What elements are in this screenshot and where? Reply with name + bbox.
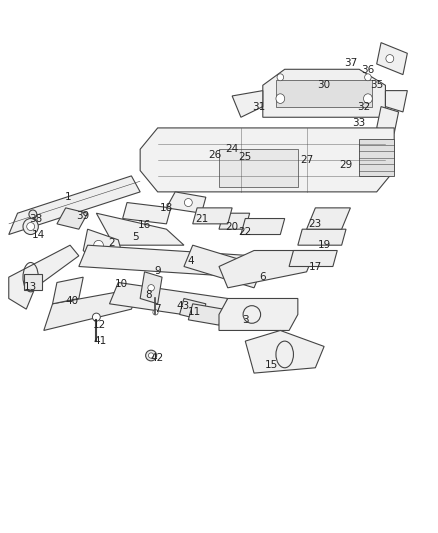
Ellipse shape: [148, 285, 154, 291]
Text: 22: 22: [239, 227, 252, 237]
Polygon shape: [9, 176, 140, 235]
Polygon shape: [263, 69, 385, 117]
Polygon shape: [110, 282, 228, 320]
Text: 21: 21: [195, 214, 208, 223]
Polygon shape: [180, 298, 206, 320]
Text: 10: 10: [115, 279, 128, 288]
Polygon shape: [166, 192, 206, 213]
Text: 1: 1: [64, 192, 71, 202]
Text: 41: 41: [93, 336, 106, 346]
Polygon shape: [193, 208, 232, 224]
Text: 16: 16: [138, 220, 151, 230]
Polygon shape: [53, 277, 83, 304]
Ellipse shape: [153, 310, 158, 315]
Ellipse shape: [148, 353, 154, 358]
Ellipse shape: [276, 94, 285, 103]
Polygon shape: [83, 229, 123, 266]
Text: 13: 13: [24, 282, 37, 292]
Polygon shape: [140, 128, 394, 192]
Ellipse shape: [364, 94, 372, 103]
Text: 36: 36: [361, 66, 374, 75]
Polygon shape: [232, 91, 263, 117]
Polygon shape: [245, 330, 324, 373]
Polygon shape: [140, 272, 162, 304]
Ellipse shape: [92, 313, 100, 321]
Polygon shape: [377, 107, 399, 133]
Ellipse shape: [29, 210, 37, 219]
Ellipse shape: [364, 74, 371, 80]
Text: 19: 19: [318, 240, 331, 250]
Polygon shape: [44, 288, 140, 330]
Text: 29: 29: [339, 160, 353, 170]
Text: 27: 27: [300, 155, 313, 165]
Text: 2: 2: [108, 238, 115, 247]
Text: 42: 42: [150, 353, 163, 363]
Polygon shape: [57, 208, 88, 229]
Polygon shape: [188, 304, 223, 325]
Text: 32: 32: [357, 102, 370, 111]
Text: 31: 31: [252, 102, 265, 111]
Text: 4: 4: [187, 256, 194, 266]
Text: 5: 5: [132, 232, 139, 242]
Polygon shape: [289, 251, 337, 266]
Text: 7: 7: [154, 304, 161, 314]
Text: 20: 20: [226, 222, 239, 231]
Text: 24: 24: [226, 144, 239, 154]
Text: 6: 6: [259, 272, 266, 282]
Text: 35: 35: [370, 80, 383, 90]
Ellipse shape: [94, 240, 103, 250]
Polygon shape: [219, 213, 250, 229]
Polygon shape: [219, 298, 298, 330]
Text: 14: 14: [32, 230, 45, 239]
Text: 30: 30: [318, 80, 331, 90]
Text: 12: 12: [93, 320, 106, 330]
Polygon shape: [307, 208, 350, 229]
Ellipse shape: [23, 219, 39, 235]
Text: 9: 9: [154, 266, 161, 276]
Text: 39: 39: [77, 212, 90, 221]
Ellipse shape: [184, 199, 192, 207]
Polygon shape: [377, 43, 407, 75]
Text: 33: 33: [353, 118, 366, 127]
Text: 23: 23: [309, 219, 322, 229]
Polygon shape: [385, 91, 407, 112]
Ellipse shape: [386, 55, 394, 63]
Polygon shape: [241, 219, 285, 235]
Text: 43: 43: [177, 302, 190, 311]
Polygon shape: [123, 203, 171, 224]
Polygon shape: [219, 251, 315, 288]
Text: 18: 18: [160, 203, 173, 213]
Text: 17: 17: [309, 262, 322, 271]
Ellipse shape: [277, 74, 284, 80]
Polygon shape: [276, 80, 372, 107]
Polygon shape: [184, 245, 263, 288]
Ellipse shape: [145, 350, 156, 361]
Polygon shape: [79, 245, 254, 277]
Text: 25: 25: [238, 152, 251, 162]
Text: 38: 38: [29, 214, 42, 223]
Text: 8: 8: [145, 290, 152, 300]
Polygon shape: [219, 149, 298, 187]
Text: 37: 37: [344, 58, 357, 68]
Ellipse shape: [27, 223, 35, 231]
Polygon shape: [359, 139, 394, 176]
Polygon shape: [96, 213, 184, 245]
Text: 11: 11: [188, 307, 201, 317]
Polygon shape: [298, 229, 346, 245]
Text: 40: 40: [66, 296, 79, 306]
Polygon shape: [24, 274, 42, 290]
Text: 26: 26: [208, 150, 221, 159]
Polygon shape: [9, 245, 79, 309]
Text: 3: 3: [242, 315, 249, 325]
Text: 15: 15: [265, 360, 278, 370]
